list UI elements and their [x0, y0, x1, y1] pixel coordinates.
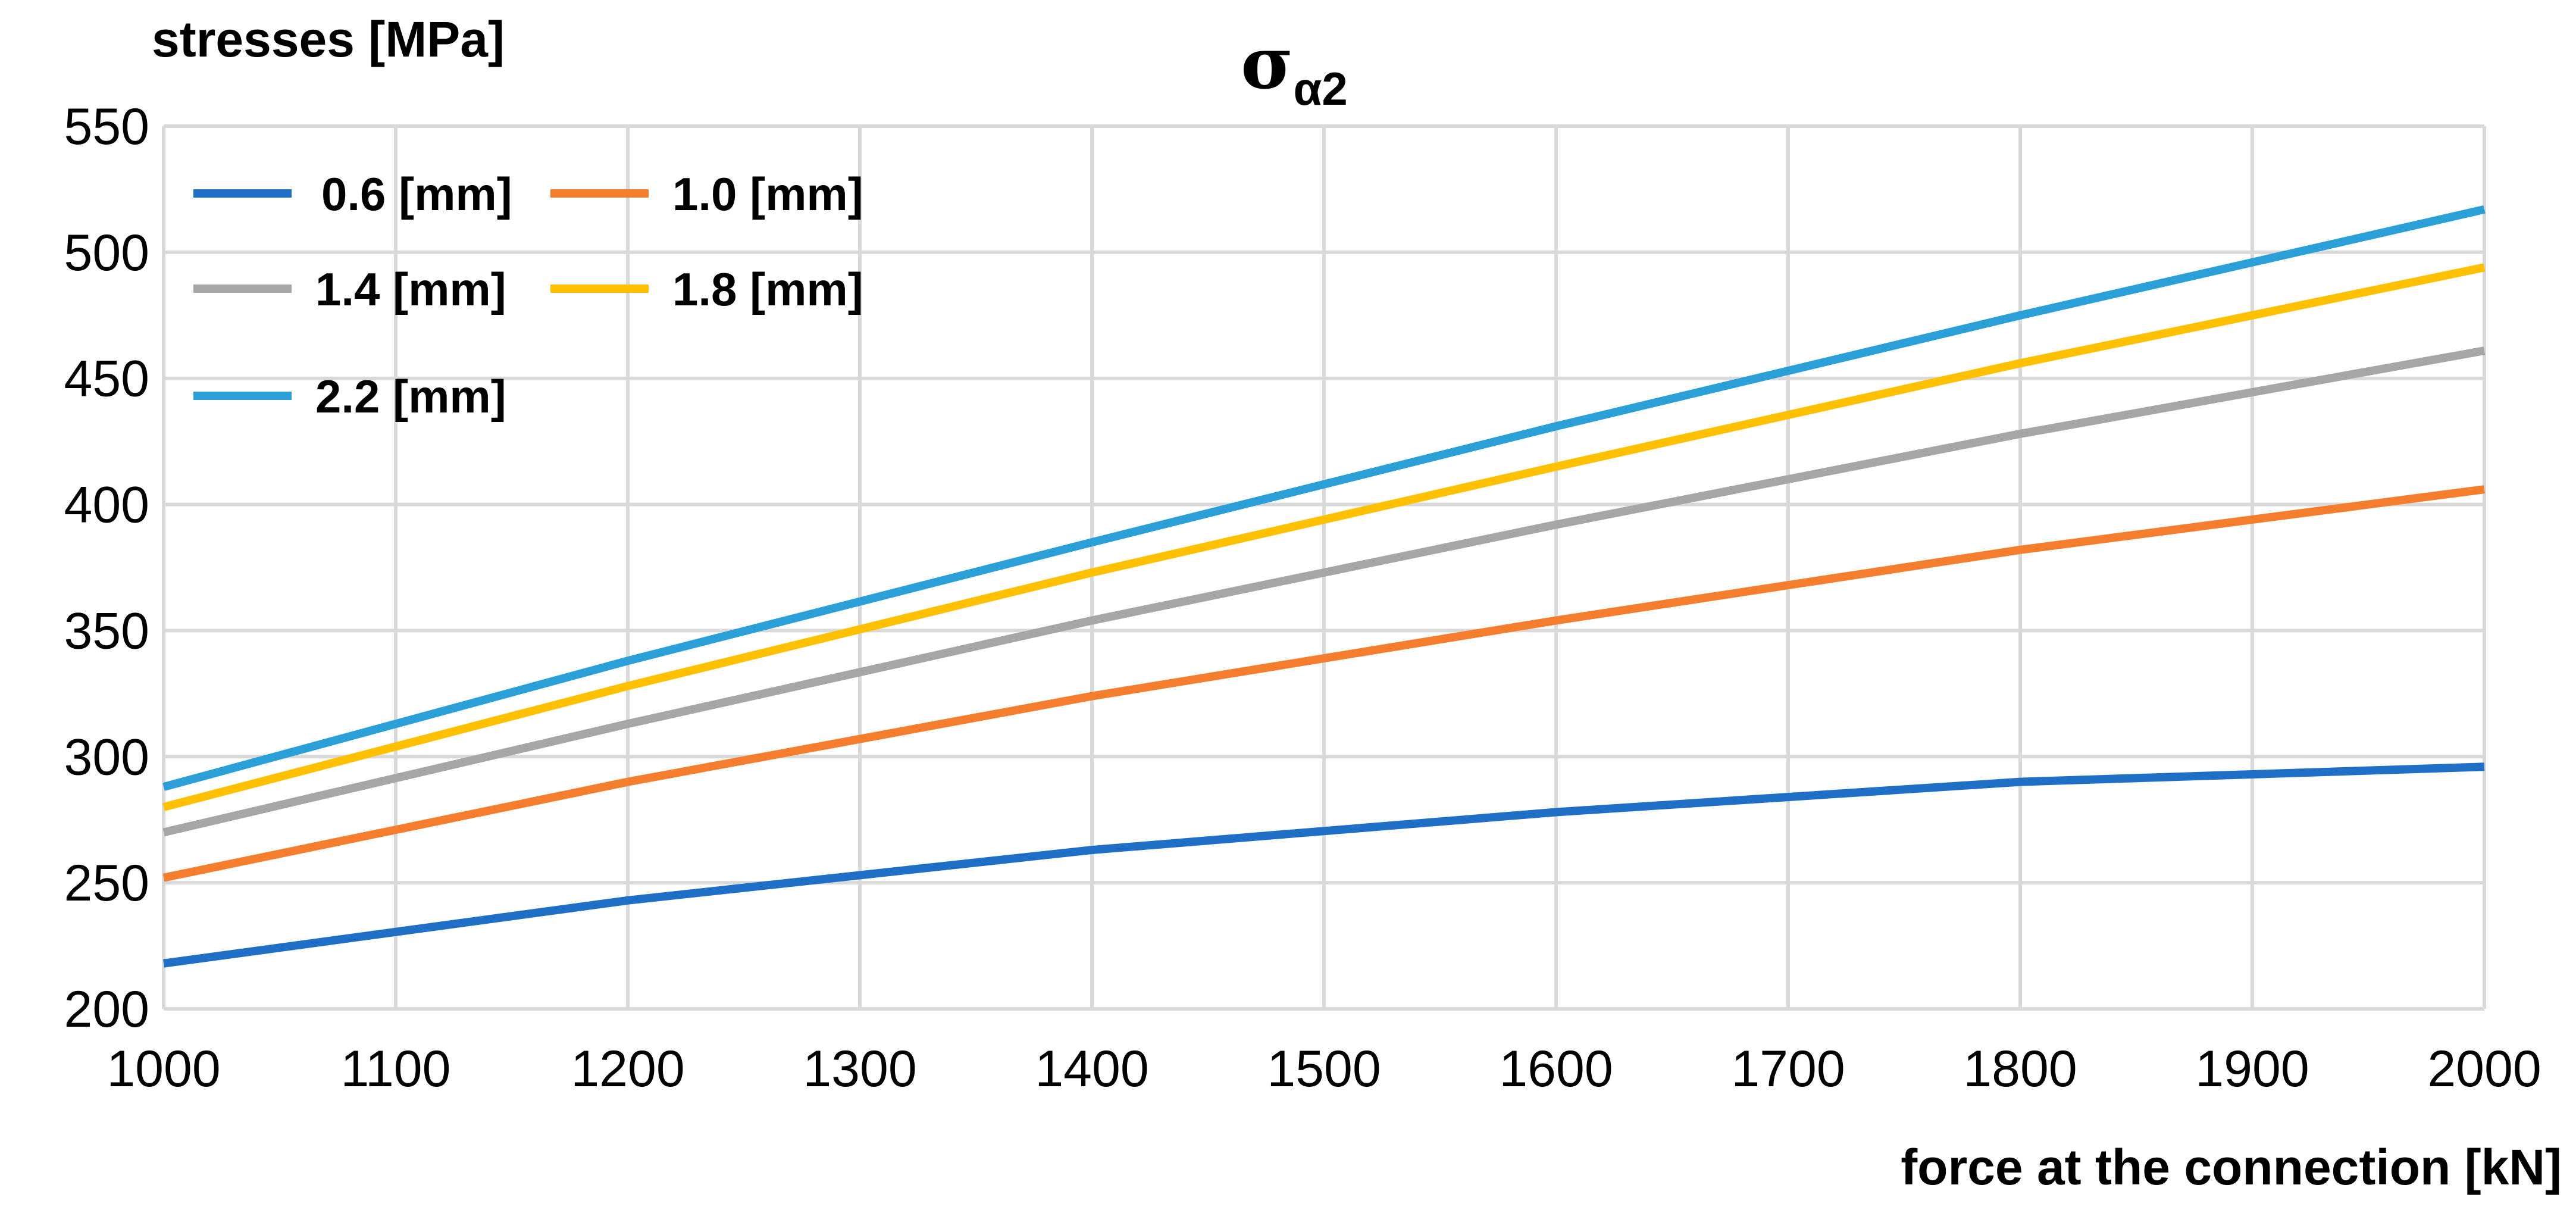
x-tick-label: 1200 — [571, 1040, 684, 1098]
chart-title-main: σ — [1241, 21, 1293, 105]
legend-label: 0.6 [mm] — [321, 168, 512, 220]
x-tick-label: 1800 — [1963, 1040, 2077, 1098]
legend-label: 1.0 [mm] — [672, 168, 863, 220]
x-tick-label: 1900 — [2195, 1040, 2309, 1098]
x-tick-label: 1600 — [1499, 1040, 1613, 1098]
y-tick-label: 400 — [64, 477, 150, 534]
y-tick-label: 550 — [64, 98, 150, 155]
y-axis-title: stresses [MPa] — [152, 11, 505, 67]
y-tick-labels: 200 250 300 350 400 450 500 550 — [64, 98, 150, 1038]
x-tick-label: 1000 — [107, 1040, 220, 1098]
series-line-0.6 — [163, 762, 2485, 968]
x-tick-label: 1500 — [1267, 1040, 1381, 1098]
y-tick-label: 500 — [64, 224, 150, 282]
x-tick-label: 1300 — [803, 1040, 916, 1098]
legend-label: 2.2 [mm] — [315, 370, 506, 423]
x-tick-label: 2000 — [2427, 1040, 2541, 1098]
series-line-1.4 — [162, 346, 2486, 837]
legend-label: 1.8 [mm] — [672, 263, 863, 315]
y-tick-label: 200 — [64, 981, 150, 1038]
y-tick-label: 450 — [64, 351, 150, 408]
series-line-1.8 — [162, 263, 2486, 811]
x-tick-label: 1100 — [341, 1040, 451, 1098]
y-tick-label: 250 — [64, 855, 150, 912]
legend: 0.6 [mm] 1.0 [mm] 1.4 [mm] 1.8 [mm] 2.2 [mm] — [193, 168, 863, 423]
y-tick-label: 350 — [64, 602, 150, 659]
x-tick-labels: 1000 1100 1200 1300 1400 1500 1600 1700 1800 1900… — [107, 1040, 2541, 1098]
x-tick-label: 1400 — [1035, 1040, 1148, 1098]
x-axis-title: force at the connection [kN] — [1901, 1139, 2562, 1195]
series-line-2.2 — [162, 205, 2486, 791]
chart-title-subscript: α2 — [1293, 62, 1347, 115]
legend-label: 1.4 [mm] — [315, 263, 506, 315]
x-tick-label: 1700 — [1731, 1040, 1845, 1098]
series-group — [162, 205, 2486, 968]
y-tick-label: 300 — [64, 729, 150, 786]
chart-title: σα2 — [1241, 21, 1348, 115]
series-line-1.0 — [162, 485, 2485, 882]
grid — [162, 124, 2486, 1011]
